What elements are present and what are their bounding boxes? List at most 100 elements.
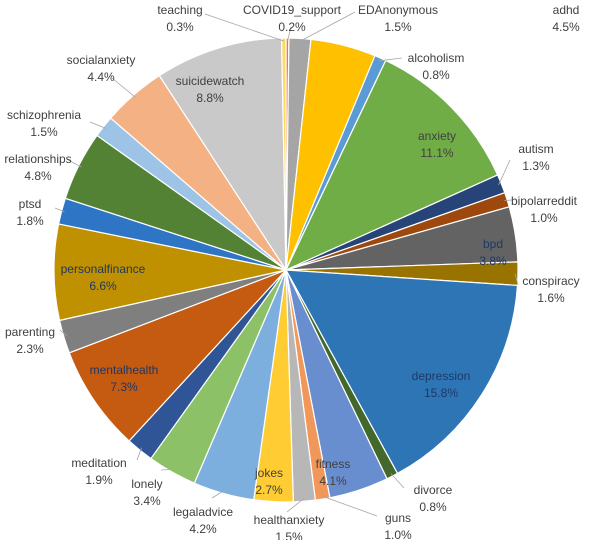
slice-name-parenting: parenting — [5, 325, 55, 339]
slice-name-jokes: jokes — [254, 466, 283, 480]
leader-line-edanonymous — [299, 11, 356, 42]
leader-lines — [54, 11, 519, 517]
slice-name-ptsd: ptsd — [19, 197, 42, 211]
slice-pct-bpd: 3.8% — [479, 254, 507, 268]
slice-pct-suicidewatch: 8.8% — [196, 91, 224, 105]
leader-line-divorce — [390, 473, 405, 489]
slice-anxiety — [284, 59, 499, 272]
slice-name-alcoholism: alcoholism — [408, 51, 465, 65]
slice-mentalhealth — [68, 269, 287, 442]
slice-label-legaladvice: legaladvice 4.2% — [173, 505, 233, 536]
leader-line-alcoholism — [379, 57, 403, 62]
slice-pct-ptsd: 1.8% — [16, 214, 44, 228]
slice-name-legaladvice: legaladvice — [173, 505, 233, 519]
slice-label-suicidewatch: suicidewatch 8.8% — [176, 74, 245, 105]
slice-name-lonely: lonely — [131, 477, 162, 491]
slice-pct-jokes: 2.7% — [255, 483, 283, 497]
slice-name-bpd: bpd — [483, 237, 503, 251]
leader-line-ptsd — [54, 207, 65, 213]
slice-label-bpd: bpd 3.8% — [479, 237, 507, 268]
slice-pct-autism: 1.3% — [522, 159, 550, 173]
slice-pct-legaladvice: 4.2% — [189, 522, 217, 536]
slice-pct-mentalhealth: 7.3% — [110, 380, 138, 394]
leader-line-teaching — [204, 13, 284, 42]
slice-name-personalfinance: personalfinance — [61, 262, 146, 276]
slice-label-socialanxiety: socialanxiety 4.4% — [67, 53, 136, 84]
slice-pct-fitness: 4.1% — [319, 474, 347, 488]
slice-pct-parenting: 2.3% — [16, 342, 44, 356]
leader-line-covid19-support — [287, 26, 292, 42]
slice-label-teaching: teaching 0.3% — [157, 3, 202, 34]
slice-pct-healthanxiety: 1.5% — [275, 530, 303, 540]
leader-line-socialanxiety — [111, 77, 136, 98]
slice-labels: COVID19_support 0.2% EDAnonymous 1.5% adhd 4.… — [4, 3, 580, 544]
slice-pct-bipolarreddit: 1.0% — [530, 211, 558, 225]
slice-label-fitness: fitness 4.1% — [316, 457, 351, 488]
slice-pct-schizophrenia: 1.5% — [30, 125, 58, 139]
slice-name-autism: autism — [518, 142, 553, 156]
leader-line-bipolarreddit — [504, 199, 513, 201]
slice-name-meditation: meditation — [71, 456, 126, 470]
slice-label-lonely: lonely 3.4% — [131, 477, 162, 508]
slice-label-anxiety: anxiety 11.1% — [418, 129, 456, 160]
slice-name-guns: guns — [385, 511, 411, 525]
slice-pct-depression: 15.8% — [424, 386, 458, 400]
slice-name-divorce: divorce — [414, 483, 453, 497]
pie-slices — [53, 37, 519, 503]
leader-line-relationships — [67, 159, 82, 168]
slice-label-personalfinance: personalfinance 6.6% — [61, 262, 146, 293]
slice-name-schizophrenia: schizophrenia — [7, 108, 81, 122]
slice-pct-divorce: 0.8% — [419, 500, 447, 514]
slice-teaching — [280, 37, 287, 271]
slice-label-ptsd: ptsd 1.8% — [16, 197, 44, 228]
leader-line-conspiracy — [514, 273, 519, 286]
slice-label-conspiracy: conspiracy 1.6% — [522, 274, 579, 305]
slice-name-anxiety: anxiety — [418, 129, 456, 143]
slice-name-covid19-support: COVID19_support — [243, 3, 342, 17]
slice-pct-teaching: 0.3% — [166, 20, 194, 34]
slice-label-depression: depression 15.8% — [412, 369, 471, 400]
slice-pct-adhd: 4.5% — [552, 20, 580, 34]
slice-pct-alcoholism: 0.8% — [422, 68, 450, 82]
slice-name-relationships: relationships — [4, 152, 71, 166]
slice-label-relationships: relationships 4.8% — [4, 152, 71, 183]
slice-name-healthanxiety: healthanxiety — [254, 513, 325, 527]
slice-name-socialanxiety: socialanxiety — [67, 53, 136, 67]
slice-label-guns: guns 1.0% — [384, 511, 412, 540]
slice-pct-personalfinance: 6.6% — [89, 279, 117, 293]
leader-line-guns — [322, 495, 378, 517]
leader-line-parenting — [59, 329, 67, 337]
slice-pct-guns: 1.0% — [384, 528, 412, 540]
slice-label-schizophrenia: schizophrenia 1.5% — [7, 108, 81, 139]
slice-pct-socialanxiety: 4.4% — [87, 70, 115, 84]
slice-label-adhd: adhd 4.5% — [552, 3, 580, 34]
leader-line-lonely — [160, 469, 174, 471]
slice-pct-edanonymous: 1.5% — [384, 20, 412, 34]
slice-name-edanonymous: EDAnonymous — [358, 3, 438, 17]
slice-label-divorce: divorce 0.8% — [414, 483, 453, 514]
leader-line-legaladvice — [211, 490, 225, 499]
slice-pct-conspiracy: 1.6% — [537, 291, 565, 305]
slice-label-edanonymous: EDAnonymous 1.5% — [358, 3, 438, 34]
leader-line-healthanxiety — [286, 497, 305, 513]
slice-name-fitness: fitness — [316, 457, 351, 471]
slice-label-healthanxiety: healthanxiety 1.5% — [254, 513, 325, 540]
slice-pct-meditation: 1.9% — [85, 473, 113, 487]
slice-pct-covid19-support: 0.2% — [278, 20, 306, 34]
leader-line-meditation — [136, 447, 142, 461]
slice-name-conspiracy: conspiracy — [522, 274, 579, 288]
slice-depression — [284, 269, 519, 475]
slice-label-autism: autism 1.3% — [518, 142, 553, 173]
slice-label-covid19-support: COVID19_support 0.2% — [243, 3, 342, 34]
slice-pct-anxiety: 11.1% — [420, 146, 453, 160]
leader-line-autism — [498, 159, 511, 186]
leader-line-schizophrenia — [89, 121, 107, 129]
slice-name-mentalhealth: mentalhealth — [90, 363, 159, 377]
slice-name-bipolarreddit: bipolarreddit — [511, 194, 578, 208]
slice-name-depression: depression — [412, 369, 471, 383]
slice-label-parenting: parenting 2.3% — [5, 325, 55, 356]
slice-name-teaching: teaching — [157, 3, 202, 17]
slice-label-bipolarreddit: bipolarreddit 1.0% — [511, 194, 578, 225]
